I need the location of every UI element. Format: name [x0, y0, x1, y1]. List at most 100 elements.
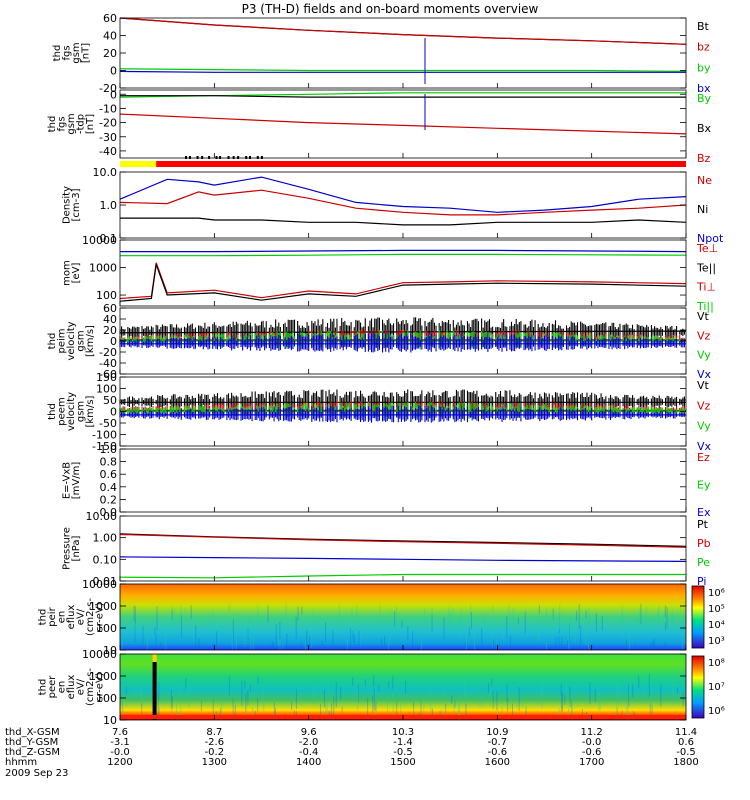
y-tick-label: 0.1 [100, 232, 118, 245]
y-axis-label-line: fgs [57, 116, 68, 131]
legend-entry: Te⊥ [696, 242, 718, 255]
y-tick-label: 0 [110, 335, 117, 348]
y-axis-label-line: -tdp [76, 114, 87, 134]
x-tick-label: -0.0 [110, 747, 130, 758]
y-tick-label: -20 [99, 82, 117, 95]
series-bx-line [119, 70, 686, 73]
y-tick-label: 40 [103, 30, 117, 43]
y-axis-label-line: en [57, 611, 68, 624]
legend-entry: Vt [697, 310, 710, 323]
y-tick-label: -40 [99, 145, 117, 158]
colorbar-tick-label: 10⁵ [708, 604, 725, 615]
panel-5: 6040200-20-40-60thdpeimvelocitygsm[km/s]… [47, 302, 712, 381]
x-tick-label: -0.5 [676, 747, 696, 758]
legend-entry: Vz [697, 399, 711, 412]
y-axis-label-line: gsm [76, 401, 87, 422]
legend-entry: Vy [697, 349, 711, 362]
series-bz-line [119, 113, 687, 135]
y-tick-label: 0.0 [100, 506, 118, 519]
y-axis-label: Density[cm-3] [61, 186, 82, 224]
status-bar-red [156, 161, 686, 167]
y-tick-label: 10 [103, 644, 117, 657]
y-axis-label-line: velocity [66, 321, 77, 360]
y-axis-label-line: eV/ [76, 678, 87, 695]
legend-entry: bx [697, 82, 711, 95]
status-bar-yellow [120, 161, 157, 167]
x-tick-label: -3.1 [110, 737, 130, 748]
x-tick-label: 1700 [579, 757, 604, 768]
series-ni-line [120, 217, 687, 226]
y-axis-label-line: thd [47, 403, 58, 420]
colorbar-tick-label: 10⁴ [708, 620, 725, 631]
y-axis-label-line: [cm-3] [71, 188, 82, 221]
y-tick-label: -30 [99, 131, 117, 144]
series-te||-line [119, 264, 687, 302]
y-axis-label-line: sr-eV) [95, 602, 106, 631]
y-tick-label: 100 [96, 622, 117, 635]
x-tick-label: -0.0 [582, 737, 602, 748]
y-tick-label: 100 [96, 383, 117, 396]
legend-entry: Vx [697, 440, 712, 453]
legend-entry: by [697, 61, 711, 74]
y-tick-label: 20 [103, 47, 117, 60]
spectrogram-texture [120, 673, 684, 720]
legend-entry: Ez [697, 451, 710, 464]
legend-entry: Pt [697, 518, 709, 531]
legend-entry: Ti|| [696, 300, 714, 313]
y-tick-label: 0.8 [100, 456, 118, 469]
y-axis-label-line: (cm2-s- [85, 598, 96, 636]
x-tick-label: 1200 [107, 757, 132, 768]
series-te⊥-line [119, 262, 687, 300]
x-tick-label: -2.6 [205, 737, 225, 748]
panel-7: 1.00.80.60.40.20.0 E=-VxB[mV/m] Ez Ey Ex [61, 443, 711, 519]
y-axis-label-line: sr-eV) [95, 672, 106, 701]
legend-entry: Ey [697, 479, 711, 492]
series-vx-fuzz [119, 332, 685, 353]
x-row-label: thd_Z-GSM [5, 747, 60, 758]
y-axis-label-line: peim [57, 328, 68, 353]
series-pb-line [119, 533, 687, 548]
legend-entry: Bt [697, 20, 710, 33]
x-tick-label: 8.7 [206, 727, 222, 738]
y-axis-label-line: en [57, 681, 68, 694]
x-tick-label: 10.9 [486, 727, 508, 738]
y-axis-label-line: [km/s] [85, 395, 96, 427]
y-axis-label-line: [eV] [71, 263, 82, 284]
y-tick-label: -60 [99, 368, 117, 381]
y-tick-label: 0 [110, 88, 117, 101]
data-gap-mark-top [152, 654, 157, 662]
x-tick-label: -0.2 [205, 747, 225, 758]
series-ne-line [119, 189, 687, 216]
y-axis-label-line: gsm [66, 113, 77, 134]
y-tick-label: -20 [99, 346, 117, 359]
y-axis-label-line: Pressure [61, 527, 72, 570]
y-axis-label: mom[eV] [61, 260, 82, 286]
legend-entry: Vx [697, 368, 712, 381]
x-tick-label: 11.2 [581, 727, 603, 738]
y-axis-label-line: eflux [66, 675, 77, 700]
spectrogram-image [120, 654, 686, 720]
y-axis-label-line: eflux [66, 605, 77, 630]
x-tick-label: 1500 [390, 757, 415, 768]
y-axis-label-line: velocity [66, 392, 77, 431]
panel-8: 10.00 1.00 0.10 0.01 Pressure[nPa] Pt Pb Pe Pi [61, 510, 710, 588]
y-axis-label-line: thd [52, 45, 63, 62]
series-npot-line [119, 176, 687, 213]
figure-title: P3 (TH-D) fields and on-board moments ov… [242, 2, 539, 16]
y-tick-label: 40 [103, 313, 117, 326]
x-tick-label: 9.6 [301, 727, 317, 738]
series-pt-line [119, 533, 687, 547]
legend-entry: Bx [697, 122, 712, 135]
panel-4: 10000 1000 100 mom[eV] Te⊥ Te|| Ti⊥ Ti|| [61, 234, 718, 313]
series-ti||-line [120, 253, 687, 257]
x-tick-label: -1.4 [393, 737, 413, 748]
series-by-line [119, 68, 687, 72]
y-tick-label: 10.0 [93, 166, 118, 179]
